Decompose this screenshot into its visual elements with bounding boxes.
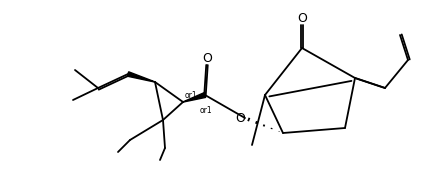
Text: or1: or1 bbox=[185, 91, 197, 100]
Polygon shape bbox=[183, 93, 206, 102]
Text: O: O bbox=[297, 12, 307, 25]
Text: O: O bbox=[235, 111, 245, 124]
Polygon shape bbox=[127, 72, 155, 82]
Text: or1: or1 bbox=[200, 105, 213, 115]
Text: O: O bbox=[202, 52, 212, 65]
